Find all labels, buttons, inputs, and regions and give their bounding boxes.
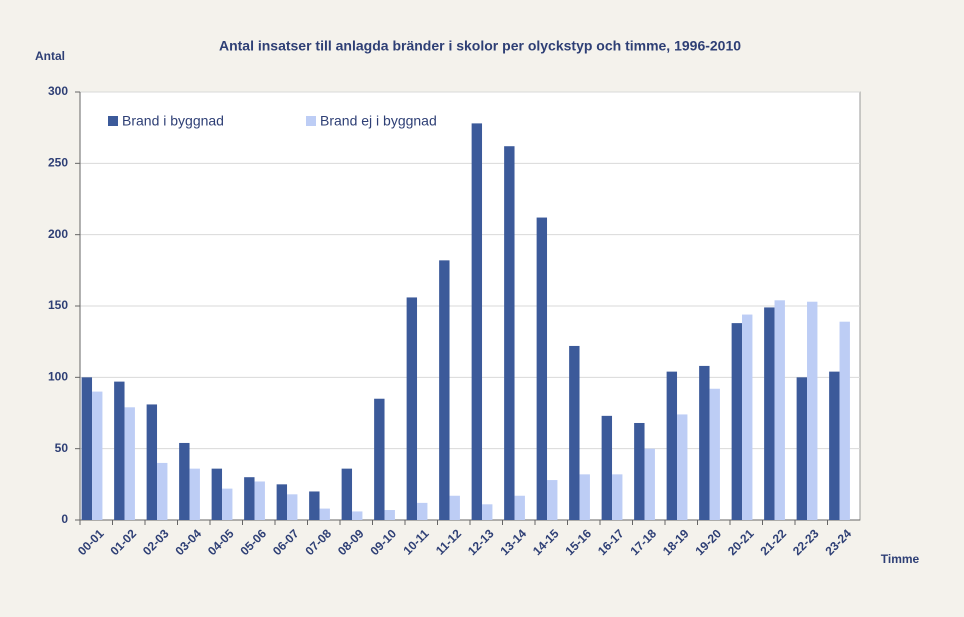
bar bbox=[81, 377, 93, 520]
bar bbox=[731, 323, 743, 520]
bar bbox=[222, 488, 233, 520]
bar bbox=[569, 345, 580, 520]
bar bbox=[807, 301, 818, 520]
y-tick-label: 100 bbox=[48, 370, 68, 384]
bar bbox=[449, 495, 460, 520]
y-tick-label: 150 bbox=[48, 298, 68, 312]
y-tick-label: 0 bbox=[61, 512, 68, 526]
bar bbox=[677, 414, 688, 520]
bar bbox=[244, 477, 255, 520]
legend-label: Brand ej i byggnad bbox=[320, 113, 437, 129]
y-axis-label: Antal bbox=[35, 49, 65, 63]
y-tick-label: 200 bbox=[48, 227, 68, 241]
bar bbox=[536, 217, 548, 520]
chart-title: Antal insatser till anlagda bränder i sk… bbox=[219, 38, 741, 54]
bar bbox=[417, 502, 428, 520]
bar bbox=[774, 300, 785, 520]
bar bbox=[514, 495, 525, 520]
bar bbox=[504, 146, 515, 521]
bar bbox=[439, 260, 450, 520]
bar bbox=[374, 398, 385, 520]
bar bbox=[709, 388, 720, 520]
bar bbox=[644, 448, 655, 520]
bar bbox=[406, 297, 418, 520]
bar bbox=[211, 468, 223, 520]
bar bbox=[189, 468, 200, 520]
bar bbox=[471, 123, 483, 521]
y-tick-label: 300 bbox=[48, 84, 68, 98]
bar bbox=[482, 504, 493, 520]
bar bbox=[309, 491, 320, 520]
legend-swatch bbox=[306, 116, 316, 126]
bar bbox=[796, 377, 808, 520]
bar bbox=[319, 508, 330, 520]
bar bbox=[287, 494, 298, 520]
bar bbox=[146, 404, 158, 520]
bar bbox=[124, 407, 135, 520]
bar bbox=[634, 422, 645, 520]
bar bbox=[601, 415, 613, 520]
bar bbox=[764, 307, 775, 520]
bar bbox=[579, 474, 590, 520]
y-tick-label: 250 bbox=[48, 156, 68, 170]
bar bbox=[341, 468, 353, 520]
bar bbox=[92, 391, 103, 520]
bar bbox=[829, 371, 840, 520]
bar bbox=[547, 480, 558, 520]
bar bbox=[179, 442, 190, 520]
x-axis-label: Timme bbox=[881, 552, 920, 566]
bar bbox=[839, 321, 850, 520]
legend-label: Brand i byggnad bbox=[122, 113, 224, 129]
bar bbox=[114, 381, 125, 520]
bar bbox=[742, 314, 753, 520]
bar bbox=[666, 371, 678, 520]
bar bbox=[699, 365, 710, 520]
bar bbox=[276, 484, 288, 520]
legend-swatch bbox=[108, 116, 118, 126]
bar bbox=[384, 510, 395, 520]
bar bbox=[254, 481, 265, 520]
bar bbox=[612, 474, 623, 520]
bar bbox=[157, 462, 168, 520]
y-tick-label: 50 bbox=[55, 441, 69, 455]
bar bbox=[352, 511, 363, 520]
